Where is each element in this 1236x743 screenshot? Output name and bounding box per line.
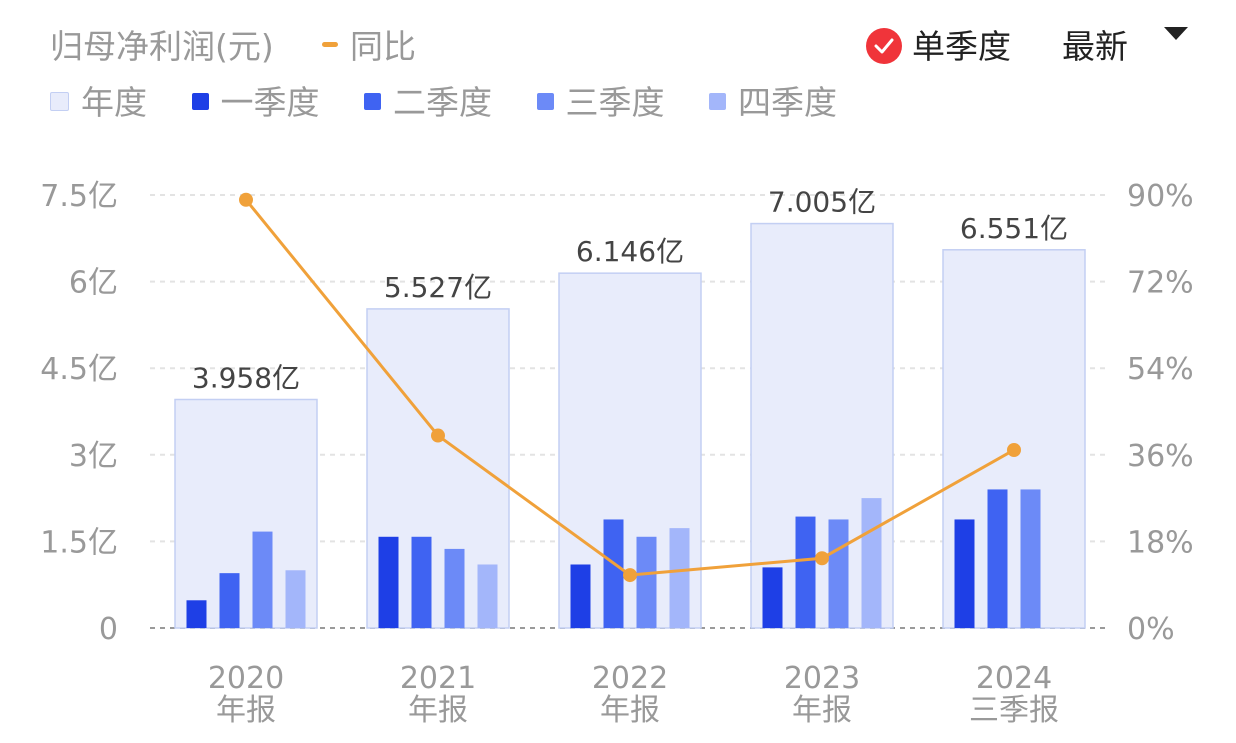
x-tick-label: 2023	[784, 661, 860, 696]
quarter-bar-q2	[795, 516, 816, 628]
y-right-tick-label: 0%	[1127, 612, 1175, 647]
chart-title: 归母净利润(元)	[50, 27, 274, 66]
legend-item-q2[interactable]: 二季度	[364, 76, 492, 124]
y-left-tick-label: 6亿	[69, 266, 118, 301]
y-left-tick-label: 0	[99, 612, 118, 647]
quarter-bar-q3	[444, 548, 465, 628]
quarter-bar-q3	[1020, 489, 1041, 628]
quarter-bar-q2	[219, 573, 240, 628]
x-tick-label: 三季报	[969, 693, 1059, 728]
yoy-point	[431, 428, 445, 443]
quarter-bar-q4	[477, 564, 498, 628]
quarter-bar-q1	[762, 567, 783, 628]
y-right-tick-label: 54%	[1127, 352, 1194, 387]
annual-data-label: 6.551亿	[960, 212, 1068, 245]
legend-swatch-q3	[536, 93, 554, 110]
check-circle-icon	[866, 27, 902, 64]
legend-item-q3[interactable]: 三季度	[536, 76, 665, 124]
x-tick-label: 年报	[792, 693, 852, 728]
legend-label-yoy: 同比	[350, 27, 416, 66]
quarter-bar-q1	[186, 600, 207, 628]
legend: 年度 一季度 二季度 三季度 四季度	[50, 76, 871, 124]
quarter-bar-q4	[669, 528, 690, 628]
legend-swatch-q1	[191, 93, 209, 110]
y-right-tick-label: 18%	[1127, 525, 1194, 560]
x-tick-label: 2020	[208, 661, 284, 696]
quarter-bar-q1	[378, 536, 399, 628]
y-right-tick-label: 90%	[1127, 179, 1194, 214]
quarter-bar-q4	[861, 498, 882, 628]
x-tick-label: 年报	[216, 693, 276, 728]
chevron-down-icon[interactable]	[1164, 27, 1188, 40]
quarter-bar-q3	[828, 519, 849, 628]
legend-swatch-q2	[364, 93, 381, 110]
single-quarter-toggle[interactable]: 单季度	[866, 20, 1011, 68]
quarter-bar-q1	[570, 564, 591, 628]
x-tick-label: 2021	[400, 661, 476, 696]
quarter-bar-q4	[285, 570, 306, 628]
annual-data-label: 6.146亿	[576, 235, 684, 268]
annual-data-label: 7.005亿	[768, 186, 876, 219]
quarter-bar-q1	[954, 519, 975, 628]
y-left-tick-label: 7.5亿	[40, 179, 118, 214]
quarter-bar-q3	[636, 536, 657, 628]
quarter-bar-q2	[603, 519, 624, 628]
quarter-bar-q2	[411, 536, 432, 628]
yoy-point	[239, 192, 253, 207]
annual-data-label: 3.958亿	[192, 361, 300, 394]
yoy-line-icon	[322, 42, 338, 47]
x-tick-label: 2022	[592, 661, 668, 696]
toggle-label: 单季度	[912, 27, 1011, 66]
legend-item-q1[interactable]: 一季度	[191, 76, 320, 124]
y-left-tick-label: 3亿	[69, 439, 118, 474]
yoy-point	[623, 568, 637, 583]
period-dropdown[interactable]: 最新	[1062, 27, 1128, 66]
quarter-bar-q3	[252, 531, 273, 628]
legend-item-q4[interactable]: 四季度	[709, 76, 837, 124]
x-tick-label: 年报	[408, 693, 468, 728]
legend-swatch-annual	[50, 92, 69, 111]
chart-header: 归母净利润(元) 同比 单季度 最新 年度 一季度 二季度 三季度 四季度	[0, 0, 1236, 130]
x-tick-label: 2024	[976, 661, 1052, 696]
yoy-point	[815, 551, 829, 566]
legend-swatch-q4	[709, 93, 726, 110]
quarter-bar-q2	[987, 489, 1008, 628]
legend-item-annual[interactable]: 年度	[50, 76, 147, 124]
yoy-point	[1007, 442, 1021, 457]
y-left-tick-label: 1.5亿	[40, 525, 118, 560]
x-tick-label: 年报	[600, 693, 660, 728]
legend-item-yoy[interactable]: 同比	[322, 20, 416, 68]
y-right-tick-label: 72%	[1127, 266, 1194, 301]
annual-data-label: 5.527亿	[384, 271, 492, 304]
y-left-tick-label: 4.5亿	[40, 352, 118, 387]
y-right-tick-label: 36%	[1127, 439, 1194, 474]
